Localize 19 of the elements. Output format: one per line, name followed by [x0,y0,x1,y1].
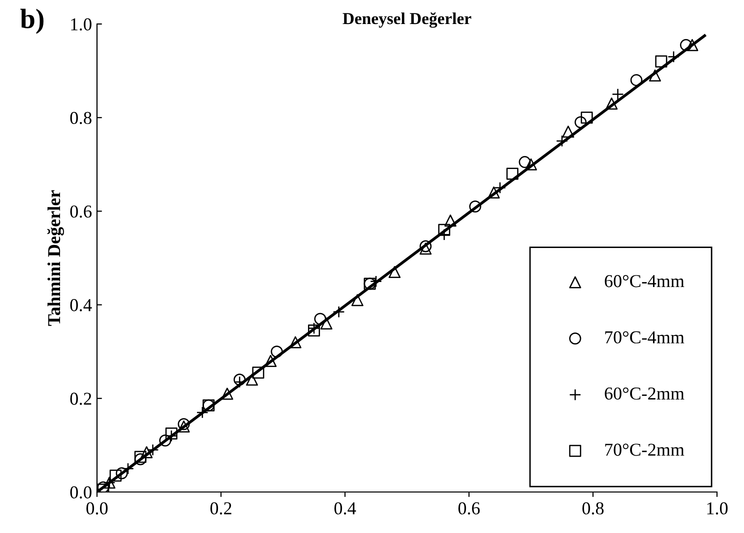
x-tick-label: 0.4 [334,502,356,515]
x-tick-label: 0.8 [582,502,604,515]
legend-label: 60°C-4mm [604,275,684,288]
x-tick-label: 0.6 [458,502,480,515]
x-tick-label: 0.0 [86,502,108,515]
legend-label: 70°C-4mm [605,331,684,344]
legend-label: 70°C-2mm [605,444,684,456]
y-tick-label: 0.6 [70,205,92,218]
text: b) [20,8,44,34]
x-tick-label: 0.2 [210,502,232,515]
y-tick-label: 0.2 [70,392,92,405]
y-tick-label: 0.0 [70,486,92,499]
y-tick-label: 1.0 [71,18,92,31]
y-axis-title: Tahmini Değerler [47,190,64,326]
chart-title: Deneysel Değerler [342,12,472,28]
y-tick-label: 0.8 [70,112,92,124]
x-tick-label: 1.0 [707,502,728,515]
legend-label: 60°C-2mm [604,387,684,400]
y-tick-label: 0.4 [70,299,92,312]
